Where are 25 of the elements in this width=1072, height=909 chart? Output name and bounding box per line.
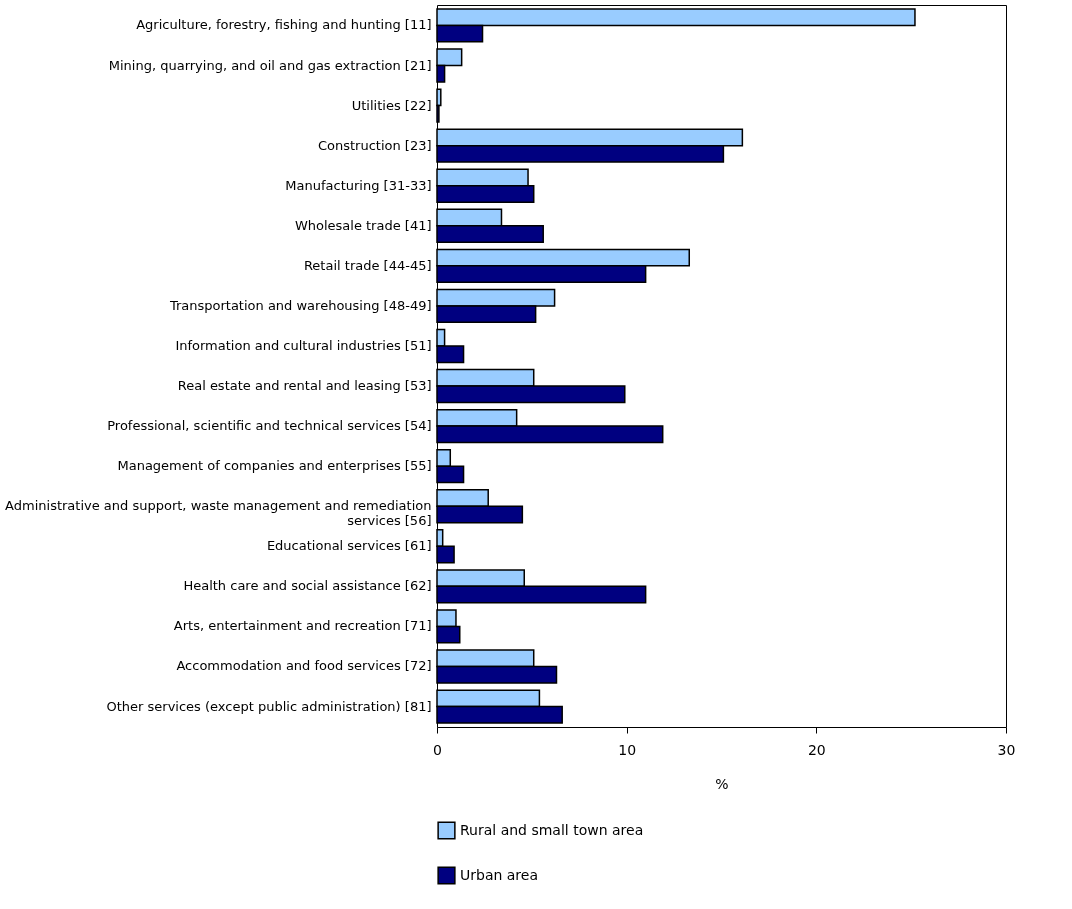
y-tick-label: Professional, scientific and technical services [54] xyxy=(107,418,432,434)
y-tick-label: Utilities [22] xyxy=(351,97,432,113)
y-tick-label: Information and cultural industries [51] xyxy=(175,337,432,353)
y-tick-label: Arts, entertainment and recreation [71] xyxy=(173,618,432,634)
y-tick-label: Accommodation and food services [72] xyxy=(176,658,432,674)
legend-label: Urban area xyxy=(460,866,539,883)
y-tick-label: Construction [23] xyxy=(317,137,432,153)
x-tick-label: 20 xyxy=(807,741,826,758)
x-tick-label: 0 xyxy=(433,741,442,758)
y-tick-label: Mining, quarrying, and oil and gas extraction [21] xyxy=(108,57,432,73)
y-tick-label: Manufacturing [31-33] xyxy=(285,177,432,193)
y-tick-label: Educational services [61] xyxy=(266,538,432,554)
x-axis-title: % xyxy=(715,775,729,792)
x-tick-label: 30 xyxy=(997,741,1016,758)
x-tick-label: 10 xyxy=(618,741,637,758)
legend-label: Rural and small town area xyxy=(460,821,644,838)
y-tick-label: Retail trade [44-45] xyxy=(303,257,432,273)
y-tick-label: Transportation and warehousing [48-49] xyxy=(168,297,432,313)
y-tick-label: Administrative and support, waste management and remediation services [56] xyxy=(5,498,432,529)
y-tick-label: Agriculture, forestry, fishing and hunting [11] xyxy=(136,17,432,33)
y-tick-label: Management of companies and enterprises [55] xyxy=(117,458,432,474)
y-tick-label: Health care and social assistance [62] xyxy=(183,578,432,594)
y-tick-label: Wholesale trade [41] xyxy=(294,217,432,233)
y-tick-label: Real estate and rental and leasing [53] xyxy=(177,378,432,394)
y-tick-label: Other services (except public administration) [81] xyxy=(106,698,432,714)
